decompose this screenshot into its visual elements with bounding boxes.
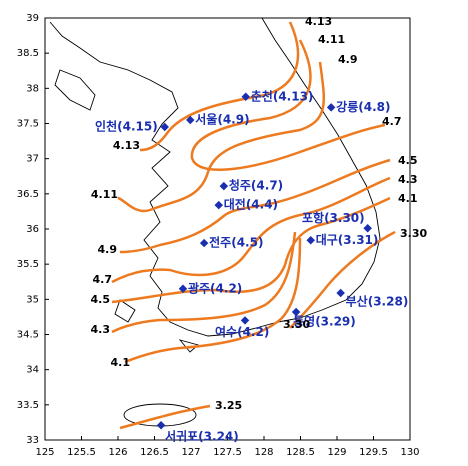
contour: [111, 196, 391, 304]
x-tick-label: 130: [400, 447, 419, 458]
coast: [54, 69, 96, 111]
contour-label: 4.7: [93, 273, 113, 286]
contour-label: 4.9: [98, 243, 118, 256]
contour: [117, 61, 326, 213]
station-marker: [214, 200, 223, 210]
y-tick-label: 33.5: [17, 400, 39, 411]
y-tick-label: 35.5: [17, 259, 39, 270]
y-tick-label: 37: [26, 154, 39, 165]
y-tick-label: 37.5: [17, 119, 39, 130]
station-marker: [186, 115, 195, 125]
station-label: 광주(4.2): [188, 280, 242, 295]
contour-label: 4.1: [398, 192, 418, 205]
x-tick-label: 127.5: [213, 447, 242, 458]
x-tick-label: 128.5: [286, 447, 315, 458]
contour: [190, 39, 386, 171]
x-tick-label: 126.5: [140, 447, 169, 458]
contour-label: 4.1: [111, 356, 131, 369]
contour: [119, 158, 391, 254]
station-label: 강릉(4.8): [336, 99, 390, 114]
contour: [139, 21, 300, 152]
station-marker: [240, 316, 250, 325]
station-label: 전주(4.5): [209, 235, 263, 250]
contour-label: 4.3: [91, 323, 111, 336]
contour-label: 4.13: [305, 15, 332, 28]
coast: [114, 299, 136, 323]
station-marker: [199, 238, 209, 248]
station-marker: [160, 122, 169, 132]
station-label: 부산(3.28): [346, 294, 409, 309]
y-tick-label: 34: [26, 365, 39, 376]
x-tick-label: 125: [35, 447, 54, 458]
station-marker: [291, 307, 301, 317]
station-marker: [363, 224, 372, 233]
contour-label: 4.11: [318, 33, 345, 46]
y-tick-label: 33: [26, 435, 39, 446]
contour-label: 4.3: [398, 173, 418, 186]
frame: [44, 17, 411, 441]
y-tick-label: 38.5: [17, 48, 39, 59]
y-tick-label: 35: [26, 294, 39, 305]
contour-label: 4.13: [113, 139, 140, 152]
y-tick-label: 36.5: [17, 189, 39, 200]
contour-label: 3.25: [215, 399, 242, 412]
x-tick-label: 127: [181, 447, 200, 458]
x-tick-label: 126: [108, 447, 127, 458]
station-marker: [241, 92, 250, 102]
contour-label: 4.11: [91, 188, 118, 201]
station-marker: [156, 420, 166, 430]
station-label: 서울(4.9): [195, 111, 249, 126]
contour: [119, 404, 211, 430]
x-tick-label: 129.5: [359, 447, 388, 458]
contour: [124, 237, 302, 364]
contour: [289, 230, 396, 329]
x-tick-label: 125.5: [67, 447, 96, 458]
station-label: 대구(3.31): [316, 233, 379, 247]
station-label: 인천(4.15): [95, 119, 158, 134]
y-tick-label: 34.5: [17, 330, 39, 341]
contour-label: 4.9: [338, 53, 358, 66]
contours: [111, 21, 396, 430]
coast: [178, 339, 199, 353]
contour-label: 4.5: [91, 293, 111, 306]
contour-label: 3.30: [283, 318, 310, 331]
station-marker: [306, 236, 315, 245]
contour: [111, 176, 391, 284]
y-tick-label: 38: [26, 83, 39, 94]
station-label: 청주(4.7): [229, 178, 283, 193]
station-marker: [336, 288, 345, 298]
station-label: 포항(3.30): [302, 210, 365, 225]
y-tick-label: 39: [26, 13, 39, 24]
station-label: 통영(3.29): [293, 313, 356, 328]
station-label: 대전(4.4): [224, 197, 278, 212]
x-tick-label: 128: [254, 447, 273, 458]
x-tick-label: 129: [327, 447, 346, 458]
coast: [49, 17, 381, 337]
contour-label: 3.30: [400, 227, 427, 240]
station-marker: [178, 284, 188, 294]
station-label: 춘천(4.13): [251, 88, 314, 103]
station-label: 여수(4.2): [215, 324, 269, 339]
contour: [111, 231, 297, 334]
y-tick-label: 36: [26, 224, 39, 235]
contour-label: 4.7: [382, 115, 402, 128]
contour-label: 4.5: [398, 154, 418, 167]
station-label: 서귀포(3.24): [165, 429, 239, 444]
station-marker: [326, 103, 336, 112]
station-marker: [219, 181, 229, 191]
